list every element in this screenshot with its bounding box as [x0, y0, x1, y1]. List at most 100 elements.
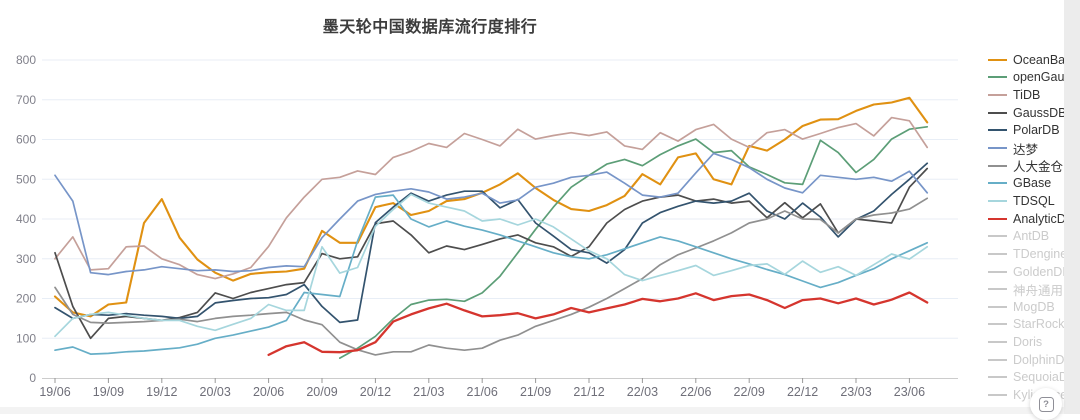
legend-label: 神舟通用 — [1013, 283, 1064, 298]
legend-label: openGauss — [1013, 70, 1077, 85]
legend-label: GBase — [1013, 176, 1052, 191]
legend-line-swatch — [988, 182, 1007, 185]
legend-line-swatch — [988, 58, 1007, 61]
x-axis-label: 20/12 — [360, 385, 391, 399]
legend-label: 人大金仓 — [1013, 160, 1064, 175]
legend-item-SequoiaDB[interactable]: SequoiaDB — [988, 369, 1080, 387]
legend-label: GaussDB — [1013, 105, 1067, 120]
series-line-TiDB — [54, 116, 929, 280]
legend-label: OceanBase — [1013, 52, 1079, 67]
question-mark-icon: ? — [1038, 396, 1054, 412]
legend-label: TDSQL — [1013, 193, 1055, 208]
legend-item-TiDB[interactable]: TiDB — [988, 86, 1080, 104]
legend-label: MogDB — [1013, 299, 1055, 314]
y-axis-label-500: 500 — [16, 172, 36, 186]
legend-item-DolphinDB[interactable]: DolphinDB — [988, 351, 1080, 369]
legend-label: AntDB — [1013, 229, 1050, 244]
series-line-GaussDB — [54, 167, 929, 340]
legend-line-swatch — [988, 164, 1007, 167]
x-axis-label: 21/03 — [413, 385, 444, 399]
legend-line-swatch — [988, 235, 1007, 238]
legend-label: GoldenDB — [1013, 264, 1071, 279]
y-axis-label-200: 200 — [16, 292, 36, 306]
x-axis-label: 20/09 — [306, 385, 337, 399]
legend-line-swatch — [988, 393, 1007, 396]
legend-line-swatch — [988, 376, 1007, 379]
series-line-GBase — [54, 194, 929, 355]
legend-line-swatch — [988, 341, 1007, 344]
x-axis-label: 22/06 — [680, 385, 711, 399]
series-line-TDSQL — [54, 193, 929, 338]
x-axis-label: 21/06 — [467, 385, 498, 399]
x-axis-label: 22/12 — [787, 385, 818, 399]
legend-label: DolphinDB — [1013, 352, 1073, 367]
legend-line-swatch — [988, 217, 1007, 220]
legend-line-swatch — [988, 323, 1007, 326]
x-axis-label: 19/09 — [93, 385, 124, 399]
y-axis-label-400: 400 — [16, 212, 36, 226]
legend-item-StarRocks[interactable]: StarRocks — [988, 316, 1080, 334]
x-axis-label: 22/03 — [627, 385, 658, 399]
legend-line-swatch — [988, 129, 1007, 132]
series-line-PolarDB — [54, 162, 929, 324]
legend-item-GBase[interactable]: GBase — [988, 174, 1080, 192]
legend-line-swatch — [988, 288, 1007, 291]
legend-label: TiDB — [1013, 88, 1041, 103]
series-line-人大金仓 — [54, 197, 929, 356]
legend-line-swatch — [988, 252, 1007, 255]
legend-line-swatch — [988, 76, 1007, 79]
y-axis-label-100: 100 — [16, 331, 36, 345]
page-bottom-margin — [0, 407, 1064, 414]
legend-item-AntDB[interactable]: AntDB — [988, 227, 1080, 245]
legend-item-TDSQL[interactable]: TDSQL — [988, 192, 1080, 210]
legend-item-PolarDB[interactable]: PolarDB — [988, 122, 1080, 140]
legend-label: Doris — [1013, 335, 1043, 350]
legend-item-神舟通用[interactable]: 神舟通用 — [988, 280, 1080, 298]
chart-title: 墨天轮中国数据库流行度排行 — [322, 19, 538, 36]
legend-item-Doris[interactable]: Doris — [988, 333, 1080, 351]
legend-label: StarRocks — [1013, 317, 1071, 332]
series-line-AnalyticDB — [267, 291, 929, 357]
legend-line-swatch — [988, 111, 1007, 114]
legend-item-AnalyticDB[interactable]: AnalyticDB — [988, 210, 1080, 228]
legend-label: 达梦 — [1013, 142, 1039, 157]
y-axis-label-0: 0 — [29, 371, 36, 385]
y-axis-label-800: 800 — [16, 53, 36, 67]
legend-line-swatch — [988, 147, 1007, 150]
y-axis-label-700: 700 — [16, 93, 36, 107]
legend-item-OceanBase[interactable]: OceanBase — [988, 51, 1080, 69]
legend-item-GoldenDB[interactable]: GoldenDB — [988, 263, 1080, 281]
legend-label: PolarDB — [1013, 123, 1060, 138]
x-axis-label: 22/09 — [734, 385, 765, 399]
legend-item-达梦[interactable]: 达梦 — [988, 139, 1080, 157]
legend-line-swatch — [988, 305, 1007, 308]
series-line-openGauss — [338, 125, 929, 359]
legend-item-GaussDB[interactable]: GaussDB — [988, 104, 1080, 122]
legend-item-openGauss[interactable]: openGauss — [988, 69, 1080, 87]
x-axis-label: 23/06 — [894, 385, 925, 399]
legend-label: SequoiaDB — [1013, 370, 1077, 385]
x-axis-label: 20/06 — [253, 385, 284, 399]
legend-line-swatch — [988, 358, 1007, 361]
x-axis-label: 21/12 — [573, 385, 604, 399]
legend-label: AnalyticDB — [1013, 211, 1075, 226]
x-axis-label: 20/03 — [200, 385, 231, 399]
y-axis-label-600: 600 — [16, 133, 36, 147]
x-axis-label: 19/12 — [146, 385, 177, 399]
x-axis-label: 23/03 — [840, 385, 871, 399]
legend-label: TDengine — [1013, 246, 1068, 261]
x-axis-label: 21/09 — [520, 385, 551, 399]
legend-item-TDengine[interactable]: TDengine — [988, 245, 1080, 263]
x-axis-label: 19/06 — [39, 385, 70, 399]
page-right-margin — [1064, 0, 1080, 414]
legend-line-swatch — [988, 199, 1007, 202]
legend-line-swatch — [988, 270, 1007, 273]
series-line-OceanBase — [53, 96, 929, 318]
series-line-达梦 — [54, 152, 929, 276]
legend-item-MogDB[interactable]: MogDB — [988, 298, 1080, 316]
help-button[interactable]: ? — [1030, 388, 1062, 420]
y-axis-label-300: 300 — [16, 252, 36, 266]
legend-line-swatch — [988, 94, 1007, 97]
legend-item-人大金仓[interactable]: 人大金仓 — [988, 157, 1080, 175]
